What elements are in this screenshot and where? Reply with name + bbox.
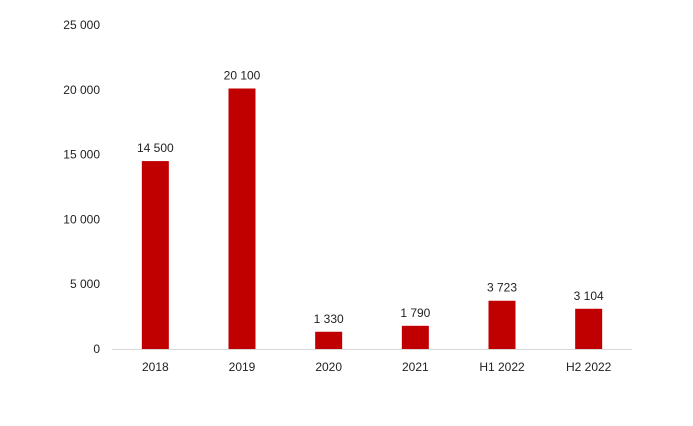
x-tick-label: 2019 xyxy=(229,360,256,374)
y-tick-label: 5 000 xyxy=(70,277,100,291)
bar-2021 xyxy=(401,325,429,349)
y-tick-label: 20 000 xyxy=(63,83,100,97)
y-tick-label: 10 000 xyxy=(63,212,100,226)
data-labels: 14 500 20 100 1 330 1 790 3 723 3 104 xyxy=(137,69,604,326)
x-axis: 2018 2019 2020 2021 H1 2022 H2 2022 xyxy=(142,360,612,374)
y-tick-label: 0 xyxy=(93,342,100,356)
bars xyxy=(141,88,603,349)
bar-h2-2022 xyxy=(575,308,603,349)
y-tick-label: 15 000 xyxy=(63,148,100,162)
data-label: 20 100 xyxy=(224,69,261,83)
x-tick-label: H2 2022 xyxy=(566,360,612,374)
data-label: 3 104 xyxy=(574,289,604,303)
bar-2019 xyxy=(228,88,256,349)
bar-2018 xyxy=(141,161,169,349)
data-label: 1 790 xyxy=(400,306,430,320)
data-label: 14 500 xyxy=(137,141,174,155)
bar-2020 xyxy=(315,331,343,349)
y-tick-label: 25 000 xyxy=(63,18,100,32)
x-tick-label: 2021 xyxy=(402,360,429,374)
x-tick-label: 2020 xyxy=(315,360,342,374)
x-tick-label: H1 2022 xyxy=(479,360,525,374)
data-label: 1 330 xyxy=(314,312,344,326)
x-tick-label: 2018 xyxy=(142,360,169,374)
data-label: 3 723 xyxy=(487,281,517,295)
y-axis: 0 5 000 10 000 15 000 20 000 25 000 xyxy=(63,18,100,356)
bar-h1-2022 xyxy=(488,300,516,349)
